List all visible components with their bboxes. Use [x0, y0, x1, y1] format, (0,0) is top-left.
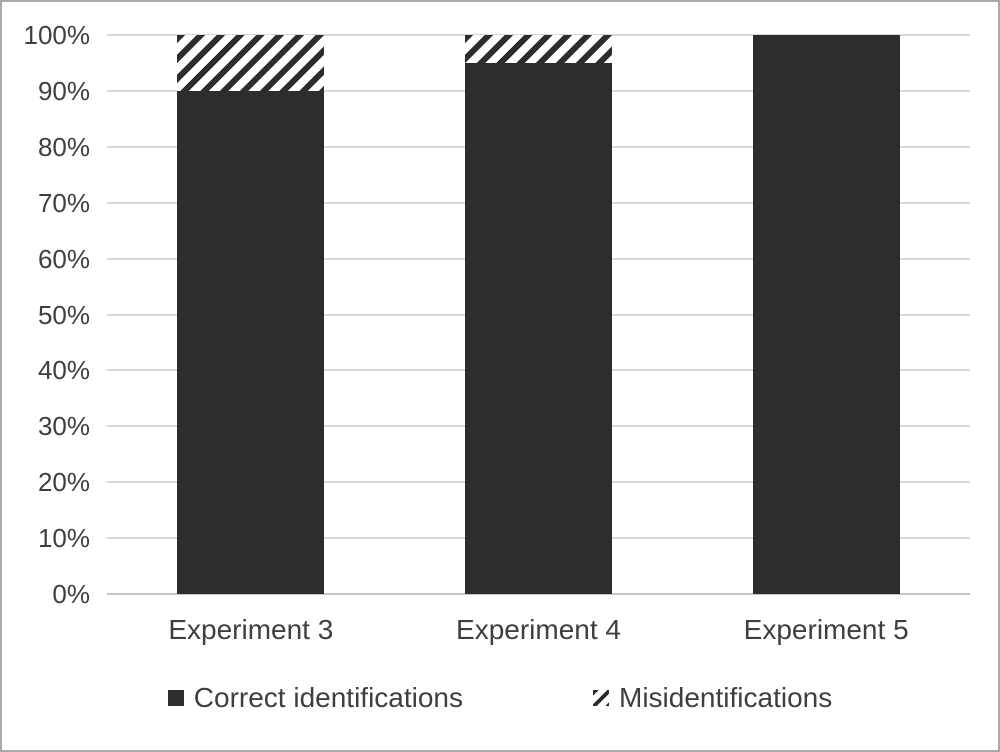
bar-experiment-5 — [752, 35, 900, 594]
legend-item: Misidentifications — [593, 682, 832, 714]
y-tick-label: 70% — [37, 187, 90, 218]
x-category-label: Experiment 4 — [456, 614, 621, 645]
bar-segment-hatched — [177, 35, 325, 91]
y-tick-label: 10% — [37, 523, 90, 554]
y-tick-label: 60% — [37, 243, 90, 274]
y-tick-label: 20% — [37, 467, 90, 498]
hatched-square-icon — [593, 690, 610, 706]
bar-segment-solid — [752, 35, 900, 594]
solid-square-icon — [167, 690, 184, 706]
plot-area — [107, 34, 970, 595]
y-tick-label: 40% — [37, 355, 90, 386]
x-category-label: Experiment 5 — [743, 614, 909, 645]
gridline — [107, 34, 970, 36]
y-tick-label: 90% — [37, 75, 90, 106]
legend: Correct identifications Misidentification… — [2, 682, 998, 714]
legend-label: Correct identifications — [193, 682, 464, 713]
y-tick-label: 80% — [37, 131, 90, 162]
y-tick-label: 0% — [52, 579, 90, 609]
bar-experiment-3 — [177, 35, 325, 594]
x-category-label: Experiment 3 — [168, 614, 334, 645]
bar-experiment-4 — [465, 35, 612, 594]
legend-label: Misidentifications — [619, 682, 833, 713]
x-axis-line — [107, 593, 970, 595]
bar-segment-solid — [465, 62, 612, 594]
bar-segment-hatched — [465, 35, 612, 63]
y-tick-label: 30% — [37, 411, 90, 442]
legend-item: Correct identifications — [167, 682, 464, 714]
y-tick-label: 100% — [23, 20, 91, 50]
bar-segment-solid — [177, 90, 325, 594]
y-tick-label: 50% — [37, 299, 90, 330]
